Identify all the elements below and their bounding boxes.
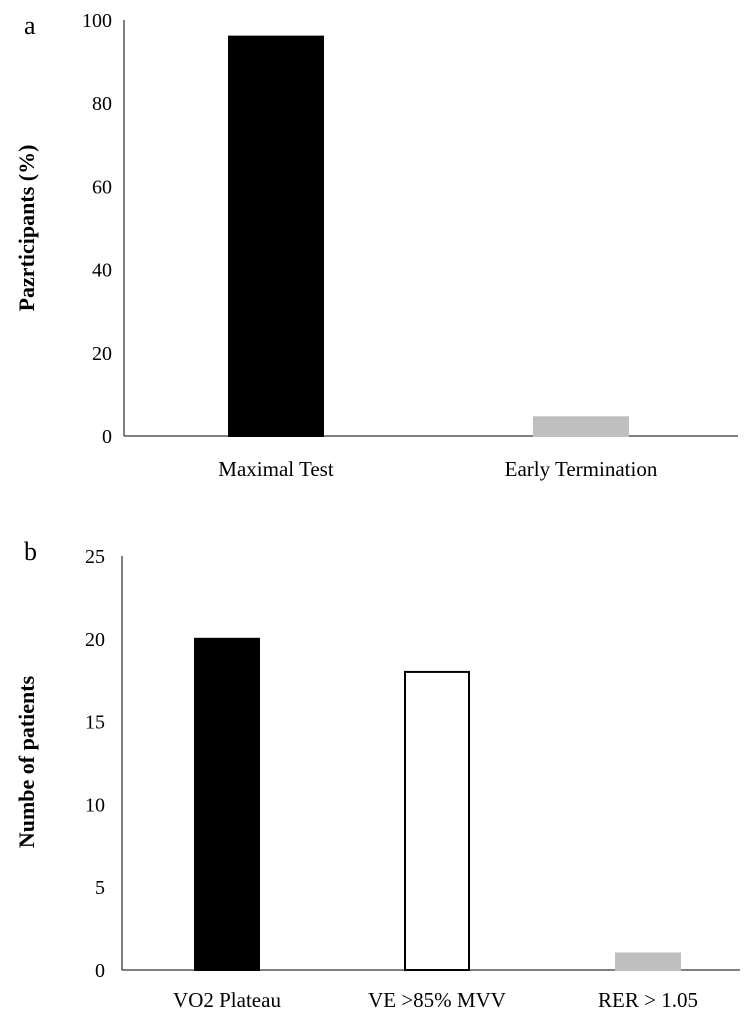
bar — [533, 416, 629, 437]
category-label: VO2 Plateau — [173, 988, 281, 1012]
y-axis-label-a: Pazrticipants (%) — [14, 145, 39, 312]
y-tick-label: 5 — [95, 877, 105, 899]
y-tick-label: 60 — [92, 176, 112, 198]
category-labels-b: VO2 Plateau VE >85% MVV RER > 1.05 — [173, 988, 698, 1012]
category-labels-a: Maximal Test Early Termination — [218, 457, 658, 481]
y-tick-labels-a: 0 20 40 60 80 100 — [82, 10, 112, 448]
category-label: Maximal Test — [218, 457, 334, 481]
bar — [404, 670, 470, 971]
bar — [615, 952, 681, 972]
y-tick-label: 0 — [95, 960, 105, 982]
y-tick-label: 20 — [92, 343, 112, 365]
y-tick-label: 20 — [85, 629, 105, 651]
y-tick-label: 0 — [102, 426, 112, 448]
y-tick-label: 100 — [82, 10, 112, 32]
chart-panel-b: b Numbe of patients 0 5 10 15 20 25 VO2 Plate… — [14, 537, 740, 1012]
bars-a — [228, 35, 629, 437]
category-label: VE >85% MVV — [368, 988, 506, 1012]
y-axis-label-b: Numbe of patients — [14, 675, 39, 848]
y-tick-label: 40 — [92, 260, 112, 282]
y-tick-label: 25 — [85, 546, 105, 568]
bars-b — [194, 637, 681, 972]
category-label: Early Termination — [505, 457, 658, 481]
y-tick-label: 10 — [85, 794, 105, 816]
y-tick-labels-b: 0 5 10 15 20 25 — [85, 546, 105, 982]
bar — [194, 637, 260, 971]
chart-panel-a: a Pazrticipants (%) 0 20 40 60 80 100 Maximal… — [14, 10, 738, 481]
y-tick-label: 15 — [85, 712, 105, 734]
category-label: RER > 1.05 — [598, 988, 698, 1012]
bar — [228, 35, 324, 437]
panel-letter-b: b — [24, 537, 37, 566]
y-tick-label: 80 — [92, 93, 112, 115]
panel-letter-a: a — [24, 11, 36, 40]
